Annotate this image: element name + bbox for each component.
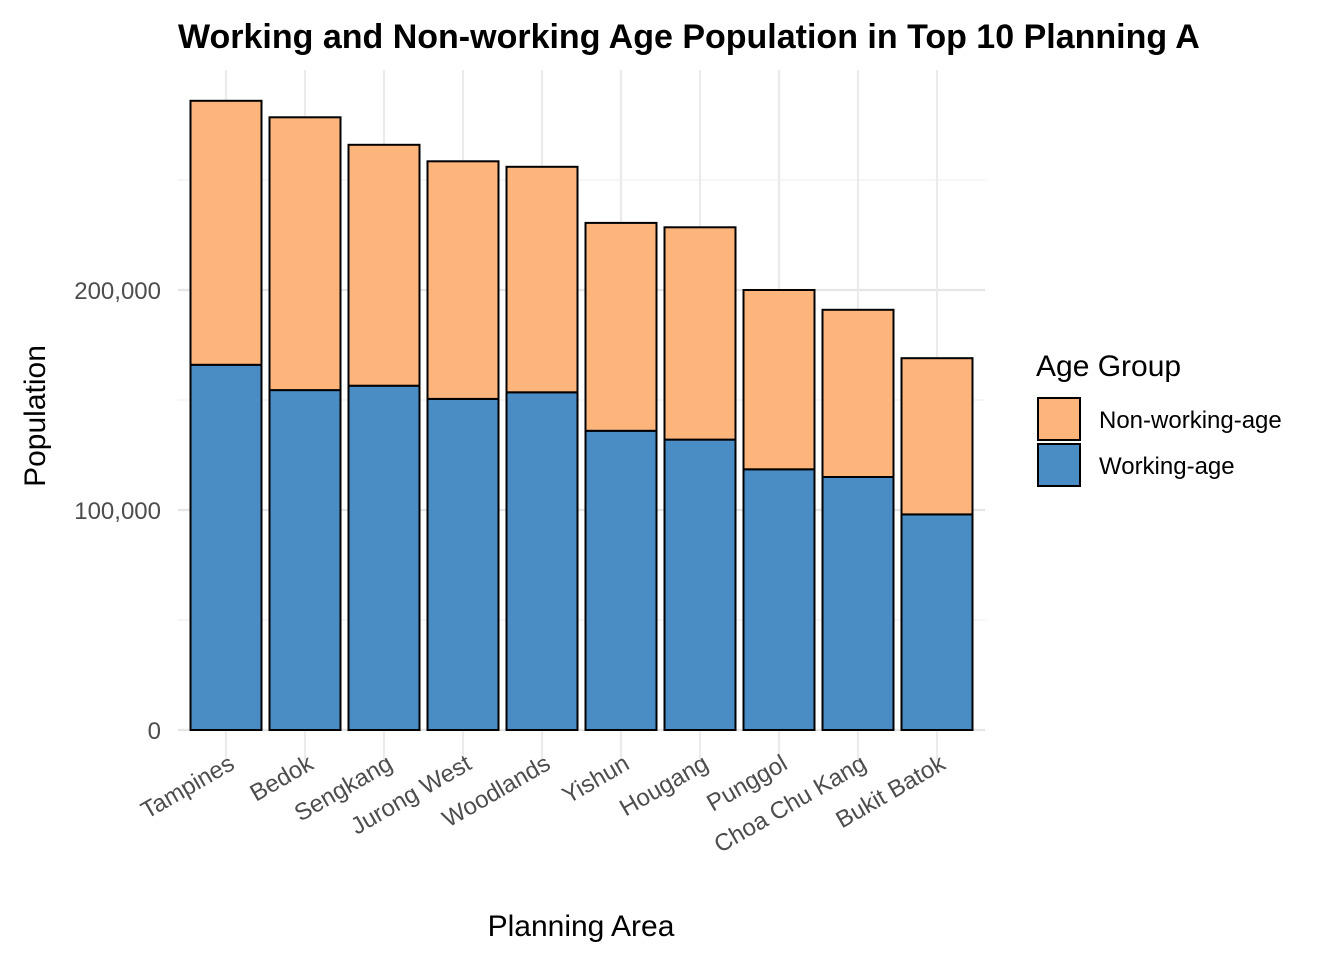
legend-swatch [1037,443,1081,487]
bar-non-working-age [268,116,342,392]
bar-working-age [347,384,421,731]
bar-non-working-age [900,357,974,516]
bar-working-age [189,363,263,731]
bar-non-working-age [347,143,421,387]
bar-non-working-age [189,99,263,366]
bar-non-working-age [663,226,737,441]
legend-items: Non-working-age Working-age [1037,397,1282,487]
legend-label: Non-working-age [1099,407,1282,434]
bar-non-working-age [426,160,500,400]
bar-non-working-age [742,289,816,471]
y-tick-label: 100,000 [74,498,161,525]
bar-working-age [584,429,658,731]
legend: Age Group Non-working-age Working-age [1036,350,1282,487]
x-tick-label: Hougang [615,750,713,822]
bar-working-age [663,438,737,731]
bar-working-age [900,513,974,732]
bars [189,99,974,732]
y-axis-ticks: 0 100,000 200,000 [74,278,161,745]
x-tick-label: Tampines [137,750,239,825]
bar-non-working-age [505,165,579,394]
legend-swatch [1037,397,1081,441]
bar-working-age [426,397,500,731]
bar-non-working-age [821,308,895,478]
legend-title: Age Group [1036,350,1181,383]
bar-working-age [505,391,579,731]
legend-label: Working-age [1099,453,1235,480]
y-tick-label: 200,000 [74,278,161,305]
bar-working-age [742,468,816,731]
bar-non-working-age [584,221,658,432]
bar-working-age [821,476,895,731]
bar-working-age [268,389,342,731]
chart-title: Working and Non-working Age Population i… [178,18,1200,56]
y-axis-title: Population [19,345,52,487]
y-tick-label: 0 [148,718,161,745]
x-axis-title: Planning Area [488,910,675,943]
